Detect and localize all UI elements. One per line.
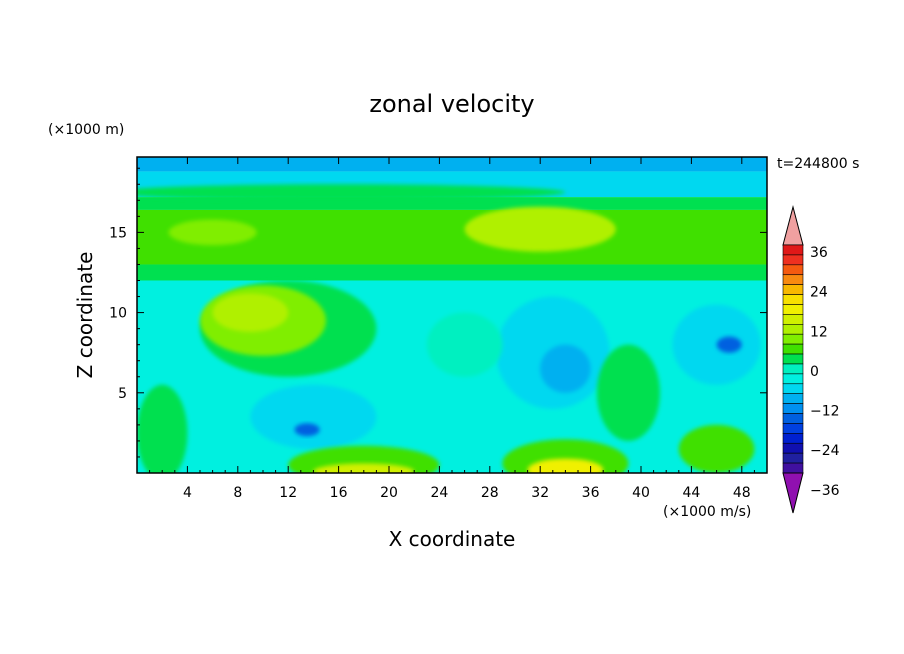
colorbar: 36 24 12 0 −12 −24 −36 bbox=[782, 205, 840, 514]
field-patch-7 bbox=[540, 344, 591, 393]
colorbar-tick-label: −12 bbox=[810, 404, 840, 420]
field-band-0 bbox=[137, 157, 767, 172]
field-patch-12 bbox=[596, 344, 660, 441]
colorbar-swatch bbox=[782, 314, 804, 325]
colorbar-tick-label: 24 bbox=[810, 285, 828, 301]
x-unit-label: (×1000 m/s) bbox=[663, 504, 751, 520]
field-patch-19 bbox=[426, 312, 503, 377]
colorbar-swatch bbox=[782, 442, 804, 454]
colorbar-swatch bbox=[782, 284, 804, 295]
colorbar-tick-label: 0 bbox=[810, 364, 819, 380]
y-axis: 5 10 15 bbox=[109, 167, 767, 458]
field-patch-17 bbox=[678, 424, 755, 473]
chart-title: zonal velocity bbox=[369, 90, 534, 118]
colorbar-swatch bbox=[782, 324, 804, 335]
colorbar-swatch bbox=[782, 383, 804, 394]
colorbar-swatch bbox=[782, 413, 804, 424]
field-patch-10 bbox=[250, 384, 377, 449]
x-tick-label: 40 bbox=[632, 485, 650, 501]
colorbar-swatch bbox=[782, 304, 804, 315]
colorbar-swatch bbox=[782, 353, 804, 365]
colorbar-swatch bbox=[782, 373, 804, 385]
y-tick-label: 15 bbox=[109, 225, 127, 241]
x-tick-label: 36 bbox=[582, 485, 600, 501]
colorbar-tick-label: −36 bbox=[810, 483, 840, 499]
colorbar-swatch bbox=[782, 452, 804, 464]
colorbar-tick-label: 12 bbox=[810, 324, 828, 340]
x-tick-label: 28 bbox=[481, 485, 499, 501]
field-patch-18 bbox=[137, 384, 188, 473]
field-patch-16 bbox=[527, 458, 604, 473]
colorbar-swatch bbox=[782, 433, 804, 444]
y-tick-label: 10 bbox=[109, 306, 127, 322]
colorbar-bottom-arrow bbox=[782, 472, 804, 514]
colorbar-swatch bbox=[782, 294, 804, 305]
colorbar-swatch bbox=[782, 264, 804, 276]
x-tick-label: 32 bbox=[531, 485, 549, 501]
x-tick-label: 4 bbox=[183, 485, 192, 501]
colorbar-swatch bbox=[782, 423, 804, 434]
x-tick-label: 44 bbox=[682, 485, 700, 501]
colorbar-swatch bbox=[782, 333, 804, 345]
field-patch-8 bbox=[672, 304, 761, 385]
colorbar-top-arrow bbox=[782, 205, 804, 246]
colorbar-tick-label: 36 bbox=[810, 245, 828, 261]
colorbar-swatch bbox=[782, 403, 804, 414]
colorbar-tick-label: −24 bbox=[810, 443, 840, 459]
x-tick-label: 48 bbox=[733, 485, 751, 501]
x-tick-label: 20 bbox=[380, 485, 398, 501]
field-patch-0 bbox=[464, 206, 616, 252]
x-tick-label: 24 bbox=[430, 485, 448, 501]
plot-area bbox=[137, 157, 767, 473]
y-unit-label: (×1000 m) bbox=[48, 122, 124, 138]
x-tick-label: 12 bbox=[279, 485, 297, 501]
field-patch-1 bbox=[168, 219, 257, 246]
colorbar-swatch bbox=[782, 254, 804, 266]
x-axis: 4 8 12 16 20 24 28 32 36 40 44 48 bbox=[149, 157, 755, 501]
x-tick-label: 16 bbox=[330, 485, 348, 501]
field-patch-2 bbox=[137, 184, 566, 201]
colorbar-swatch bbox=[782, 244, 804, 256]
field-band-2 bbox=[137, 197, 767, 210]
colorbar-swatch bbox=[782, 363, 804, 375]
x-axis-label: X coordinate bbox=[389, 527, 516, 551]
y-tick-label: 5 bbox=[118, 386, 127, 402]
field-patch-11 bbox=[294, 423, 320, 437]
colorbar-swatch bbox=[782, 393, 804, 404]
y-axis-label: Z coordinate bbox=[73, 252, 97, 379]
field-patch-9 bbox=[716, 336, 742, 353]
time-label: t=244800 s bbox=[777, 156, 859, 172]
field-band-4 bbox=[137, 264, 767, 281]
x-tick-label: 8 bbox=[233, 485, 242, 501]
colorbar-swatch bbox=[782, 343, 804, 355]
field-patch-5 bbox=[212, 293, 289, 332]
colorbar-swatch bbox=[782, 274, 804, 285]
colorbar-swatch bbox=[782, 462, 804, 474]
